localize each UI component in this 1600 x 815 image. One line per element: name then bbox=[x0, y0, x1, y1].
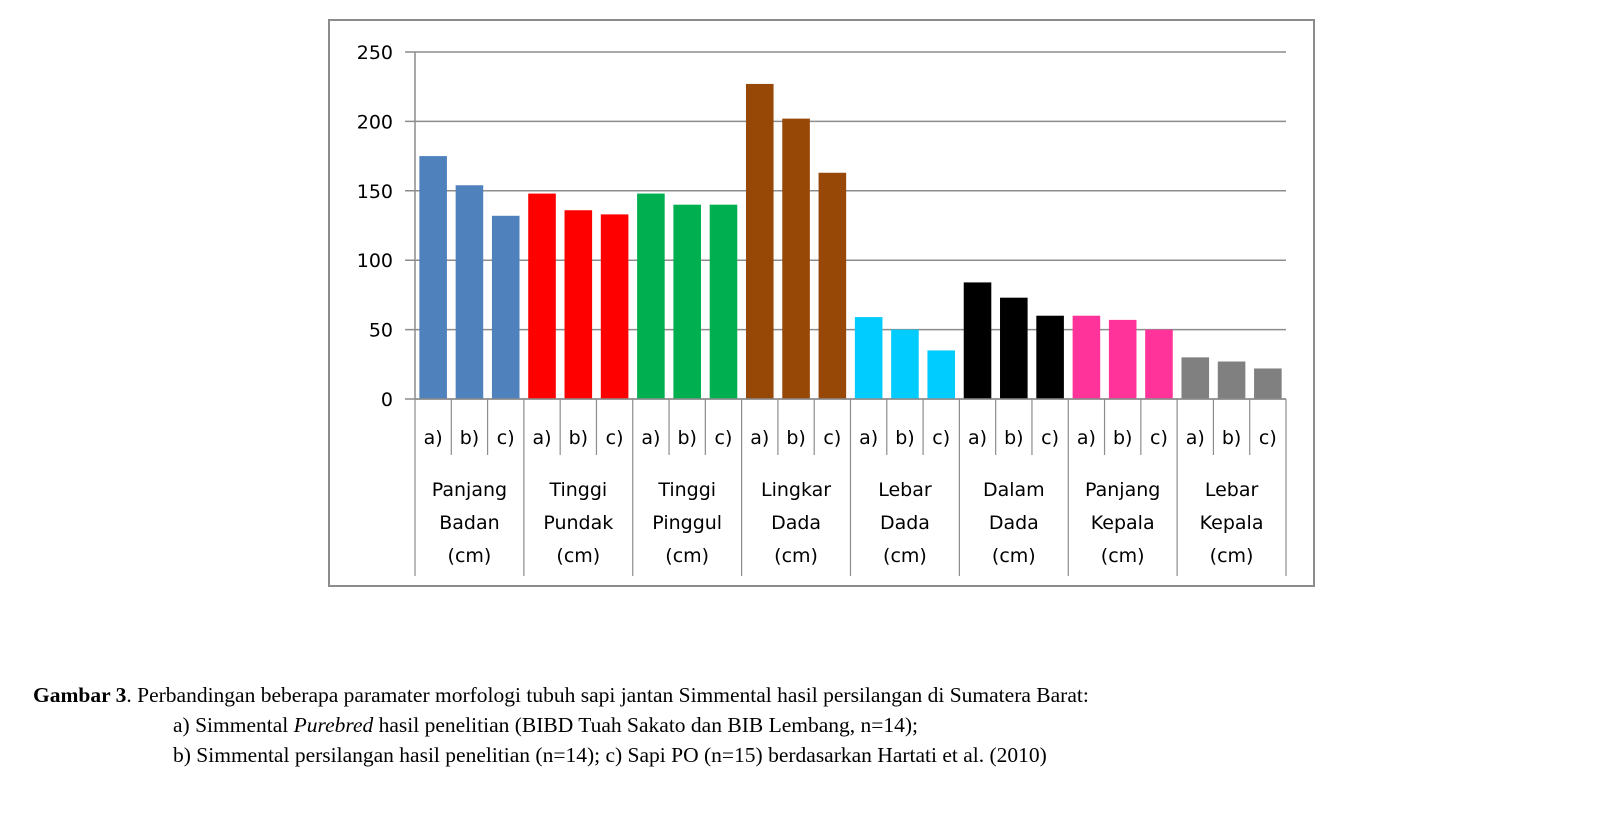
sub-category-label: b) bbox=[1222, 427, 1241, 449]
bar bbox=[1181, 357, 1210, 399]
category-label: Lingkar bbox=[761, 479, 831, 501]
sub-category-label: b) bbox=[1004, 427, 1023, 449]
bar bbox=[600, 214, 629, 399]
caption-line-1: Gambar 3. Perbandingan beberapa paramate… bbox=[33, 680, 1573, 710]
caption-line-2: a) Simmental Purebred hasil penelitian (… bbox=[33, 710, 1573, 740]
bar bbox=[455, 185, 484, 399]
bar bbox=[891, 329, 919, 399]
y-tick-label: 50 bbox=[369, 320, 393, 342]
bar bbox=[673, 204, 701, 399]
category-label: Lebar bbox=[1205, 479, 1259, 501]
sub-category-label: a) bbox=[1186, 427, 1205, 449]
category-label: Kepala bbox=[1200, 512, 1264, 534]
category-label: (cm) bbox=[1101, 545, 1145, 567]
caption-label: Gambar 3 bbox=[33, 683, 127, 707]
bar bbox=[782, 118, 810, 400]
sub-category-label: c) bbox=[1259, 427, 1277, 449]
bar bbox=[637, 193, 665, 399]
category-label: Dada bbox=[989, 512, 1039, 534]
y-tick-label: 0 bbox=[381, 389, 393, 411]
caption-a-italic: Purebred bbox=[293, 713, 374, 737]
category-label: Panjang bbox=[1085, 479, 1160, 501]
bar bbox=[419, 156, 447, 399]
y-tick-label: 100 bbox=[357, 250, 393, 272]
sub-category-label: a) bbox=[424, 427, 443, 449]
bar bbox=[818, 172, 847, 399]
category-label: Badan bbox=[439, 512, 499, 534]
sub-category-label: c) bbox=[497, 427, 515, 449]
sub-category-label: a) bbox=[968, 427, 987, 449]
sub-category-label: b) bbox=[1113, 427, 1132, 449]
category-label: Lebar bbox=[878, 479, 932, 501]
sub-category-label: b) bbox=[786, 427, 805, 449]
y-tick-label: 250 bbox=[357, 42, 393, 64]
bar bbox=[927, 350, 956, 399]
bar bbox=[1072, 315, 1101, 399]
sub-category-label: a) bbox=[859, 427, 878, 449]
category-label: (cm) bbox=[665, 545, 709, 567]
sub-category-label: b) bbox=[569, 427, 588, 449]
caption-a-prefix: a) Simmental bbox=[173, 713, 294, 737]
sub-category-label: b) bbox=[460, 427, 479, 449]
sub-category-label: c) bbox=[715, 427, 733, 449]
sub-category-label: c) bbox=[823, 427, 841, 449]
sub-category-label: a) bbox=[1077, 427, 1096, 449]
caption-line-3: b) Simmental persilangan hasil penelitia… bbox=[33, 740, 1573, 770]
bar bbox=[1217, 361, 1246, 399]
bar bbox=[564, 210, 593, 399]
sub-category-label: c) bbox=[1041, 427, 1059, 449]
bar bbox=[854, 317, 883, 399]
caption-text: . Perbandingan beberapa paramater morfol… bbox=[126, 683, 1089, 707]
sub-category-label: c) bbox=[932, 427, 950, 449]
category-label: (cm) bbox=[774, 545, 818, 567]
sub-category-label: b) bbox=[677, 427, 696, 449]
caption-bc-text: b) Simmental persilangan hasil penelitia… bbox=[173, 743, 1047, 767]
category-label: Panjang bbox=[432, 479, 507, 501]
bar bbox=[963, 282, 992, 399]
caption-a-suffix: hasil penelitian (BIBD Tuah Sakato dan B… bbox=[373, 713, 919, 737]
category-label: Kepala bbox=[1091, 512, 1155, 534]
category-label: (cm) bbox=[992, 545, 1036, 567]
bar bbox=[1254, 368, 1282, 399]
sub-category-label: a) bbox=[532, 427, 551, 449]
chart-frame: 0 50 100 150 200 250 a) b) c) Panjang Badan (cm) a) b… bbox=[328, 19, 1315, 587]
category-label: (cm) bbox=[1210, 545, 1254, 567]
bar bbox=[709, 204, 738, 399]
y-tick-label: 200 bbox=[357, 111, 393, 133]
category-label: Pinggul bbox=[652, 512, 722, 534]
bar bbox=[528, 193, 556, 399]
sub-category-label: a) bbox=[641, 427, 660, 449]
bar bbox=[745, 83, 774, 399]
sub-category-label: b) bbox=[895, 427, 914, 449]
category-label: (cm) bbox=[883, 545, 927, 567]
sub-category-label: c) bbox=[606, 427, 624, 449]
category-label: Dalam bbox=[983, 479, 1045, 501]
y-tick-label: 150 bbox=[357, 181, 393, 203]
sub-category-label: a) bbox=[750, 427, 769, 449]
bar bbox=[1036, 315, 1064, 399]
category-label: Pundak bbox=[543, 512, 613, 534]
bar bbox=[1000, 297, 1028, 399]
category-label: Dada bbox=[880, 512, 930, 534]
category-label: Tinggi bbox=[548, 479, 607, 501]
category-label: Dada bbox=[771, 512, 821, 534]
bar bbox=[1145, 329, 1173, 399]
bar bbox=[491, 215, 520, 399]
bar-chart: 0 50 100 150 200 250 a) b) c) Panjang Badan (cm) a) b… bbox=[357, 42, 1287, 576]
bar bbox=[1108, 319, 1137, 399]
category-label: Tinggi bbox=[657, 479, 716, 501]
figure-caption: Gambar 3. Perbandingan beberapa paramate… bbox=[33, 680, 1573, 770]
sub-category-label: c) bbox=[1150, 427, 1168, 449]
category-label: (cm) bbox=[556, 545, 600, 567]
category-label: (cm) bbox=[448, 545, 492, 567]
